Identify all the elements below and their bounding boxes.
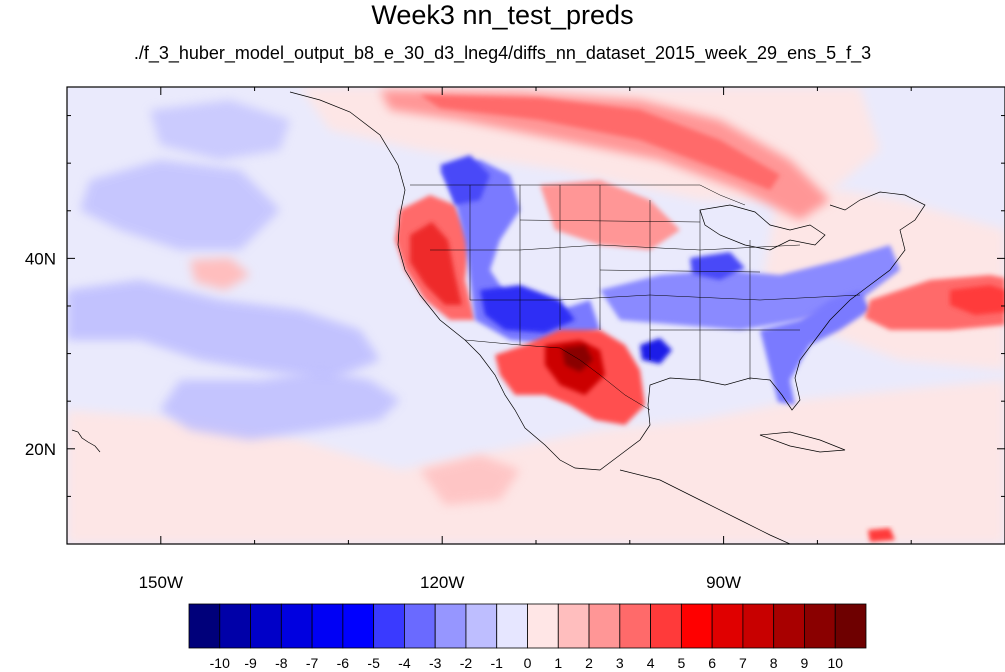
x-tick-label: 90W <box>706 573 741 592</box>
colorbar-box <box>650 603 682 649</box>
colorbar-box <box>465 603 498 649</box>
central-america <box>619 469 791 544</box>
map-subtitle: ./f_3_huber_model_output_b8_e_30_d3_lneg… <box>133 43 872 63</box>
y-tick-label: 40N <box>25 249 56 268</box>
state-line-9 <box>470 294 861 301</box>
colorbar-box <box>188 603 221 649</box>
colorbar-boxes <box>188 603 867 649</box>
colorbar-box <box>742 603 775 649</box>
colorbar-box <box>280 603 313 649</box>
colorbar-box <box>619 603 651 649</box>
colorbar-box <box>219 603 251 649</box>
map-axes: 150W 120W 90W 40N 20N <box>25 86 1005 592</box>
colorbar-box <box>680 603 713 649</box>
colorbar-label: -7 <box>306 655 319 671</box>
field-westcoast-red-core <box>410 222 462 305</box>
colorbar-label: -6 <box>337 655 350 671</box>
state-line-11 <box>599 269 761 273</box>
colorbar-label: 1 <box>554 655 562 671</box>
map-field <box>67 87 1005 544</box>
colorbar-box <box>373 603 405 649</box>
field-sw-pacific-pink <box>420 455 520 505</box>
colorbar-label: 8 <box>770 655 778 671</box>
map-title: Week3 nn_test_preds <box>371 0 634 30</box>
colorbar-box <box>404 603 436 649</box>
field-south-pink <box>67 380 1005 544</box>
colorbar-box <box>834 603 867 649</box>
colorbar-label: 9 <box>801 655 809 671</box>
colorbar-label: -8 <box>275 655 288 671</box>
colorbar-label: -2 <box>460 655 473 671</box>
colorbar-label: 10 <box>827 655 843 671</box>
field-gulf-alaska-blue <box>150 100 290 160</box>
colorbar-label: -5 <box>367 655 380 671</box>
colorbar-label: 2 <box>585 655 593 671</box>
colorbar-label: 3 <box>616 655 624 671</box>
hawaii <box>71 429 101 453</box>
colorbar-label: 6 <box>708 655 716 671</box>
x-tick-label: 150W <box>139 573 183 592</box>
colorbar-label: -1 <box>491 655 504 671</box>
field-canada-red <box>380 90 830 220</box>
colorbar-label: -9 <box>244 655 257 671</box>
colorbar-label: 4 <box>647 655 655 671</box>
colorbar-label: -4 <box>398 655 411 671</box>
colorbar-box <box>527 603 559 649</box>
colorbar-box <box>342 603 375 649</box>
colorbar-box <box>311 603 344 649</box>
colorbar-label: -3 <box>429 655 442 671</box>
field-canada-red-core <box>420 95 780 190</box>
us-canada-border <box>410 184 746 206</box>
colorbar-box <box>250 603 282 649</box>
field-texas-blue-dot <box>640 338 672 364</box>
state-line-8 <box>430 244 801 251</box>
field-basin-blue <box>440 160 600 345</box>
coastlines <box>71 91 926 544</box>
field-southeast-blue <box>760 290 870 405</box>
north-america-coastline <box>289 91 926 471</box>
field-plains-red <box>540 180 680 250</box>
field-atlantic-red-core <box>950 285 1005 315</box>
field-pacific-blue-3 <box>80 160 280 250</box>
field-pacific-pink-blob <box>190 258 250 290</box>
colorbar-label: 5 <box>677 655 685 671</box>
colorbar-box <box>711 603 744 649</box>
colorbar-box <box>804 603 836 649</box>
y-tick-label: 20N <box>25 440 56 459</box>
field-midwest-blue-core <box>690 252 745 280</box>
state-line-10 <box>519 219 701 223</box>
colorbar-label: -10 <box>210 655 230 671</box>
colorbar-label: 7 <box>739 655 747 671</box>
cuba <box>759 431 846 453</box>
colorbar-label: 0 <box>524 655 532 671</box>
colorbar-labels: -10 -9 -8 -7 -6 -5 -4 -3 -2 -1 0 1 2 3 4 5 6 7 8 9 10 <box>210 655 844 671</box>
field-pacific-blue-2 <box>160 370 400 440</box>
field-caribbean-red <box>868 528 895 542</box>
colorbar-box <box>588 603 621 649</box>
colorbar-box <box>773 603 805 649</box>
colorbar-box <box>434 603 467 649</box>
field-pacific-blue-1 <box>67 280 380 380</box>
political-borders <box>410 184 861 411</box>
colorbar-box <box>496 603 528 649</box>
field-idaho-blue <box>440 155 490 205</box>
colorbar-box <box>557 603 590 649</box>
x-tick-label: 120W <box>420 573 464 592</box>
field-basin-blue-core <box>480 285 575 333</box>
great-lakes <box>699 204 826 251</box>
